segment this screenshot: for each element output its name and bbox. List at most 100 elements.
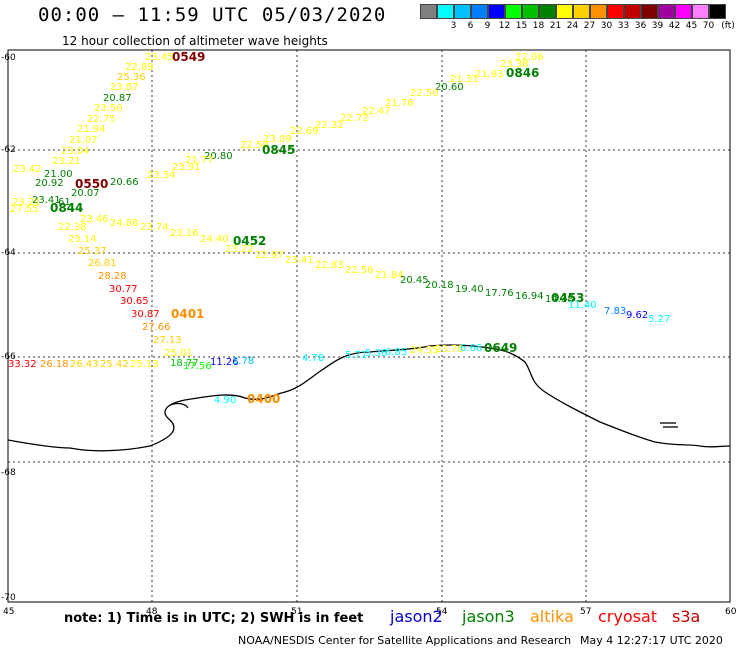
track-label: 25.36 xyxy=(117,72,146,83)
colorbar-swatch xyxy=(505,4,522,19)
colorbar-swatch xyxy=(658,4,675,19)
lat-label: -60 xyxy=(1,53,16,63)
track-label: 20.66 xyxy=(110,177,139,188)
legend-jason3: jason3 xyxy=(462,607,515,626)
track-label: 6.66 xyxy=(460,343,482,354)
track-label: 14.38 xyxy=(545,294,574,305)
track-label: 61 xyxy=(58,197,71,208)
colorbar-label: 9 xyxy=(484,21,491,31)
track-label: 25.37 xyxy=(78,246,107,257)
track-label: 23.38 xyxy=(500,59,529,70)
colorbar-label: 3 xyxy=(450,21,457,31)
track-label: 22.56 xyxy=(345,265,374,276)
track-label: 23.45 xyxy=(145,52,174,63)
map-title: 00:00 – 11:59 UTC 05/03/2020 xyxy=(38,4,387,26)
track-label: 24.88 xyxy=(110,218,139,229)
track-label: 23.21 xyxy=(52,156,81,167)
lat-tick-labels: -60 -62 -64 -66 -68 -70 xyxy=(1,53,16,603)
colorbar-swatch xyxy=(573,4,590,19)
pass-time: 0846 xyxy=(506,66,539,80)
track-label: 24.55 xyxy=(410,345,439,356)
track-label: 30.87 xyxy=(131,309,160,320)
track-label: 19.40 xyxy=(455,284,484,295)
colorbar-swatch xyxy=(454,4,471,19)
colorbar-label: 39 xyxy=(651,21,664,31)
track-label: 9.62 xyxy=(626,310,648,321)
pass-time: 0845 xyxy=(262,143,295,157)
track-label: 30.77 xyxy=(109,284,138,295)
track-label: 25.13 xyxy=(130,359,159,370)
track-label: 22.58 xyxy=(240,140,269,151)
track-label: 21.94 xyxy=(77,124,106,135)
colorbar-label: 30 xyxy=(600,21,613,31)
colorbar-swatch xyxy=(709,4,726,19)
track-label: 23.14 xyxy=(68,234,97,245)
lat-label: -70 xyxy=(1,593,16,603)
track-label: 27.66 xyxy=(142,322,171,333)
colorbar-label: 6 xyxy=(467,21,474,31)
colorbar-swatch xyxy=(437,4,454,19)
track-label: 26.81 xyxy=(88,258,117,269)
track-label: 17.56 xyxy=(183,361,212,372)
track-label: 4.90 xyxy=(214,395,236,406)
track-label: 22.75 xyxy=(87,114,116,125)
colorbar-swatch xyxy=(675,4,692,19)
pass-time: 0453 xyxy=(551,291,584,305)
track-label: 25.42 xyxy=(100,359,129,370)
track-label: 21.84 xyxy=(375,270,404,281)
track-label: 21.76 xyxy=(385,98,414,109)
track-3: 22.38 23.14 25.37 26.81 28.28 30.77 30.6… xyxy=(58,214,670,359)
colorbar-label: 70 xyxy=(702,21,715,31)
colorbar-swatch xyxy=(607,4,624,19)
track-label: 26.18 xyxy=(40,359,69,370)
colorbar-swatch xyxy=(420,4,437,19)
pass-time: 0452 xyxy=(233,234,266,248)
track-label: 20.18 xyxy=(425,280,454,291)
track-label: 18.77 xyxy=(170,358,199,369)
track-label: 23.54 xyxy=(147,170,176,181)
colorbar-swatch xyxy=(692,4,709,19)
track-label: 22.32 xyxy=(315,120,344,131)
pass-time: 0844 xyxy=(50,201,83,215)
track-label: 3.78 xyxy=(232,356,254,367)
track-label: 21.77 xyxy=(185,155,214,166)
lon-label: 60 xyxy=(725,607,737,617)
track-label: 22.50 xyxy=(410,88,439,99)
track-label: 20.07 xyxy=(71,188,100,199)
track-label: 22.97 xyxy=(255,250,284,261)
pass-time: 0400 xyxy=(247,392,280,406)
lon-label: 54 xyxy=(436,607,448,617)
note-text: note: 1) Time is in UTC; 2) SWH is in fe… xyxy=(64,611,364,626)
legend-s3a: s3a xyxy=(672,607,701,626)
track-label: 24.40 xyxy=(200,234,229,245)
colorbar-label: 21 xyxy=(549,21,562,31)
track-label: 22.47 xyxy=(362,106,391,117)
footer-credit: NOAA/NESDIS Center for Satellite Applica… xyxy=(238,634,572,647)
footer-timestamp: May 4 12:27:17 UTC 2020 xyxy=(580,634,723,647)
colorbar-label: 33 xyxy=(617,21,630,31)
track-label: 23.16 xyxy=(170,228,199,239)
track-2: 22.06 23.38 21.93 21.31 20.60 22.50 21.7… xyxy=(185,52,544,166)
colorbar-unit: (ft) xyxy=(721,21,735,31)
track-label: 23.41 xyxy=(32,195,61,206)
lat-label: -62 xyxy=(1,145,16,155)
track-label: 25.01 xyxy=(164,348,193,359)
track-label: 5.71 xyxy=(345,350,367,361)
colorbar-label: 42 xyxy=(668,21,681,31)
track-label: 21.07 xyxy=(69,135,98,146)
track-label: 33.32 xyxy=(8,359,37,370)
track-label: 22.38 xyxy=(58,222,87,233)
colorbar-label: 12 xyxy=(498,21,511,31)
lon-label: 45 xyxy=(3,607,14,617)
lat-label: -66 xyxy=(1,352,16,362)
legend-altika: altika xyxy=(530,607,574,626)
colorbar-swatch xyxy=(590,4,607,19)
track-label: 23.46 xyxy=(80,214,109,225)
track-label: 20.87 xyxy=(103,93,132,104)
track-label: 23.09 xyxy=(263,134,292,145)
lat-label: -68 xyxy=(1,468,16,478)
track-label: 26.43 xyxy=(70,359,99,370)
track-label: 23.91 xyxy=(172,162,201,173)
colorbar-label: 24 xyxy=(566,21,579,31)
track-label: 11.26 xyxy=(210,357,239,368)
